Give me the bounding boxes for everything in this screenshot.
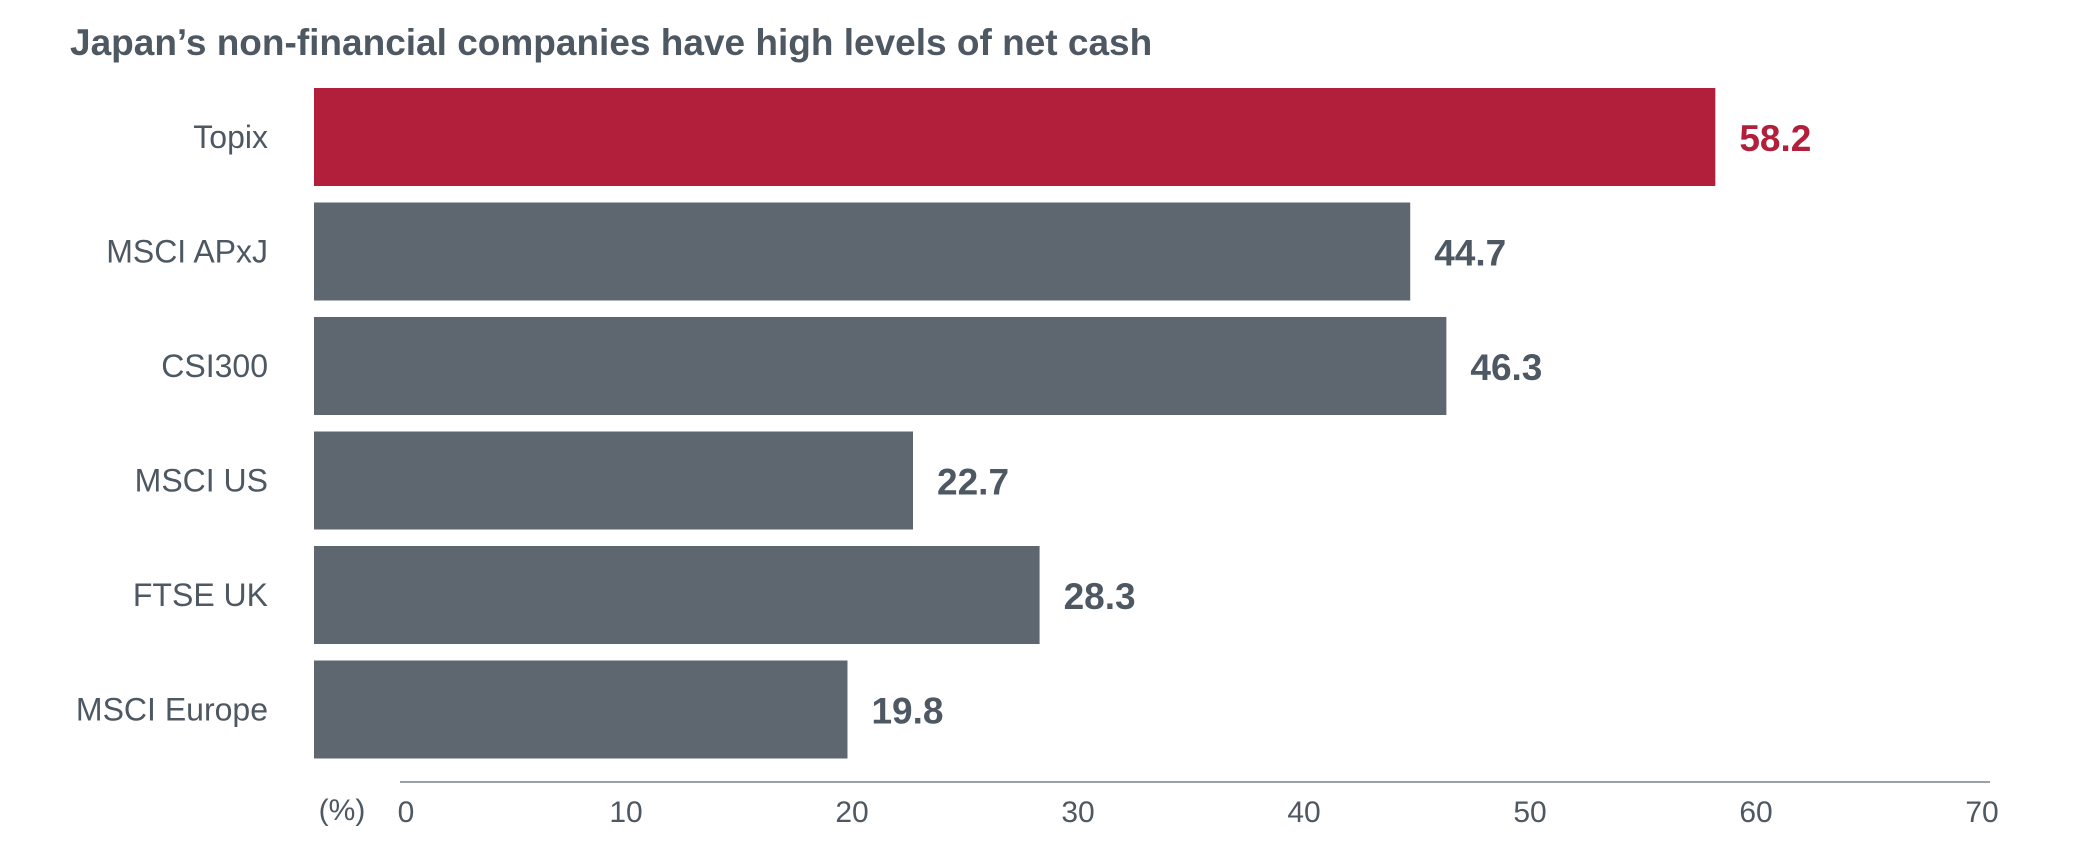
x-tick-label: 60 <box>1739 796 1772 829</box>
bar-ftse-uk <box>314 546 1040 644</box>
category-label: MSCI Europe <box>76 692 268 728</box>
x-tick-label: 10 <box>609 796 642 829</box>
bar-topix <box>314 88 1716 186</box>
category-label: FTSE UK <box>133 577 268 613</box>
category-label: CSI300 <box>161 348 268 384</box>
x-tick-label: 20 <box>835 796 868 829</box>
value-label: 46.3 <box>1470 347 1542 388</box>
value-label: 44.7 <box>1434 233 1506 274</box>
x-tick-label: 70 <box>1965 796 1998 829</box>
chart-title: Japan’s non-financial companies have hig… <box>70 22 1153 63</box>
value-label: 22.7 <box>937 462 1009 503</box>
value-label: 28.3 <box>1064 576 1136 617</box>
x-tick-label: 30 <box>1061 796 1094 829</box>
category-label: MSCI APxJ <box>106 234 268 270</box>
bar-msci-us <box>314 431 914 530</box>
value-label: 58.2 <box>1739 118 1811 159</box>
x-tick-label: 50 <box>1513 796 1546 829</box>
x-tick-label: 40 <box>1287 796 1320 829</box>
category-label: Topix <box>193 119 268 155</box>
bar-csi300 <box>314 317 1447 415</box>
x-axis-unit-label: (%) <box>319 794 366 827</box>
bar-msci-apxj <box>314 202 1411 301</box>
category-label: MSCI US <box>135 463 268 499</box>
x-tick-label: 0 <box>398 796 415 829</box>
value-label: 19.8 <box>871 691 943 732</box>
bar-msci-europe <box>314 660 848 759</box>
